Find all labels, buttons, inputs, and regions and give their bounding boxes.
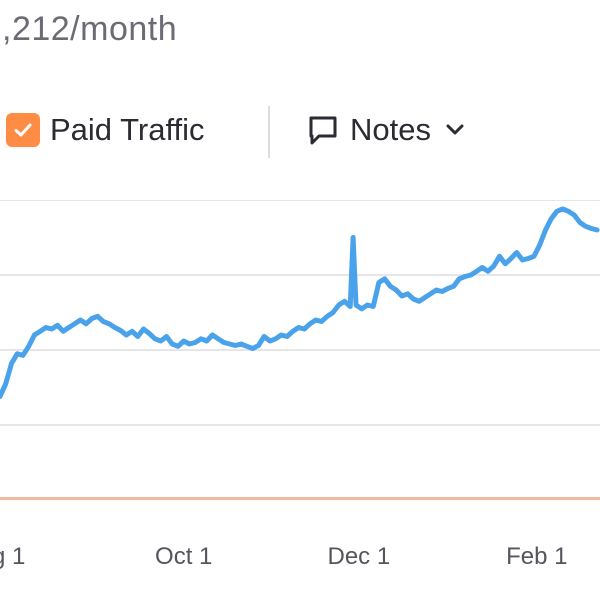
paid-traffic-checkbox[interactable]: [6, 113, 40, 147]
paid-traffic-toggle[interactable]: Paid Traffic: [6, 112, 205, 148]
notes-label: Notes: [350, 112, 431, 147]
x-tick-label: g 1: [0, 543, 25, 570]
x-tick-label: Feb 1: [506, 543, 567, 570]
speech-bubble-icon: [309, 116, 337, 145]
x-tick-label: Dec 1: [328, 543, 391, 570]
legend-toolbar: Paid Traffic Notes: [0, 106, 600, 158]
traffic-line-chart: g 1 Oct 1 Dec 1 Feb 1: [0, 200, 600, 570]
chart-series: [0, 206, 600, 500]
notes-dropdown-button[interactable]: Notes: [306, 112, 465, 148]
chart-gridlines: [0, 200, 600, 426]
x-axis-ticks: g 1 Oct 1 Dec 1 Feb 1: [0, 543, 568, 570]
organic-traffic-line: [0, 206, 600, 399]
chevron-down-icon: [446, 124, 464, 135]
toolbar-divider: [268, 106, 270, 158]
paid-traffic-label: Paid Traffic: [50, 112, 205, 147]
check-icon: [14, 123, 32, 137]
x-tick-label: Oct 1: [155, 543, 212, 570]
traffic-summary: ,212/month: [2, 10, 178, 48]
